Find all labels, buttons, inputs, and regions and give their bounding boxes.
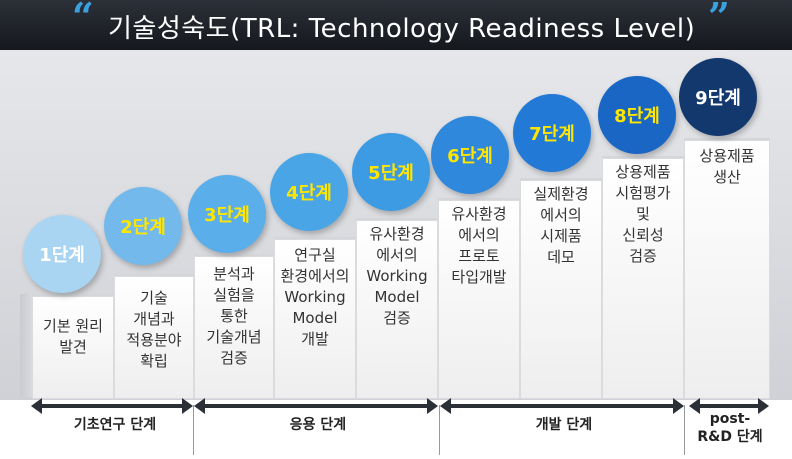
step-8: 상용제품 시험평가 및 신뢰성 검증: [602, 156, 684, 399]
stairs-diagram: 기본 원리 발견 기술 개념과 적용분야 확립 분석과 실험을 통한 기술개념 …: [0, 50, 792, 400]
stage-8-label: 8단계: [614, 106, 660, 127]
phase-1-arrow: [31, 398, 193, 414]
stage-8-badge: 8단계: [598, 76, 676, 154]
phase-divider: [193, 405, 194, 455]
stage-6-badge: 6단계: [431, 116, 509, 194]
stage-4-label: 4단계: [286, 183, 332, 204]
step-2-desc: 기술 개념과 적용분야 확립: [126, 289, 182, 370]
stage-3-label: 3단계: [204, 205, 250, 226]
stage-2-badge: 2단계: [104, 187, 182, 265]
step-8-desc: 상용제품 시험평가 및 신뢰성 검증: [615, 163, 671, 265]
phase-2-label: 응용 단계: [289, 417, 347, 433]
step-2: 기술 개념과 적용분야 확립: [114, 274, 194, 399]
stage-7-label: 7단계: [529, 124, 575, 145]
phase-2-arrow: [194, 398, 438, 414]
stage-7-badge: 7단계: [513, 94, 591, 172]
stage-9-badge: 9단계: [679, 58, 757, 136]
stage-2-label: 2단계: [120, 217, 166, 238]
stage-5-badge: 5단계: [352, 133, 430, 211]
step-9-desc: 상용제품 생산: [699, 147, 755, 186]
phase-divider: [439, 405, 440, 455]
open-quote-icon: “: [72, 0, 94, 39]
step-5: 유사환경 에서의 Working Model 검증: [356, 218, 438, 399]
stage-4-badge: 4단계: [270, 153, 348, 231]
stage-5-label: 5단계: [368, 163, 414, 184]
stage-1-badge: 1단계: [23, 215, 101, 293]
step-1: 기본 원리 발견: [32, 294, 114, 399]
phase-3-label: 개발 단계: [535, 417, 593, 433]
phase-3-arrow: [440, 398, 684, 414]
phase-4-arrow: [689, 398, 769, 414]
stage-6-label: 6단계: [447, 146, 493, 167]
step-3-desc: 분석과 실험을 통한 기술개념 검증: [206, 265, 262, 367]
title-bar: “ 기술성숙도(TRL: Technology Readiness Level)…: [0, 0, 792, 50]
stage-9-label: 9단계: [695, 88, 741, 109]
step-3: 분석과 실험을 통한 기술개념 검증: [194, 254, 274, 399]
step-1-desc: 기본 원리 발견: [43, 317, 103, 356]
step-5-desc: 유사환경 에서의 Working Model 검증: [366, 225, 428, 327]
phase-1-label: 기초연구 단계: [73, 417, 157, 433]
step-7-desc: 실제환경 에서의 시제품 데모: [533, 185, 589, 266]
step-4: 연구실 환경에서의 Working Model 개발: [274, 237, 356, 399]
close-quote-icon: ”: [708, 0, 730, 39]
step-4-desc: 연구실 환경에서의 Working Model 개발: [280, 246, 350, 348]
phase-divider: [684, 405, 685, 455]
stage-1-label: 1단계: [39, 245, 85, 266]
step-9: 상용제품 생산: [684, 138, 770, 399]
step-7: 실제환경 에서의 시제품 데모: [520, 178, 602, 399]
phase-bar: [0, 400, 792, 459]
stage-3-badge: 3단계: [188, 175, 266, 253]
stair-riser: [20, 294, 32, 397]
step-6-desc: 유사환경 에서의 프로토 타입개발: [451, 205, 507, 286]
step-6: 유사환경 에서의 프로토 타입개발: [438, 198, 520, 399]
phase-4-label: post- R&D 단계: [697, 411, 763, 445]
page-title: 기술성숙도(TRL: Technology Readiness Level): [108, 14, 696, 44]
